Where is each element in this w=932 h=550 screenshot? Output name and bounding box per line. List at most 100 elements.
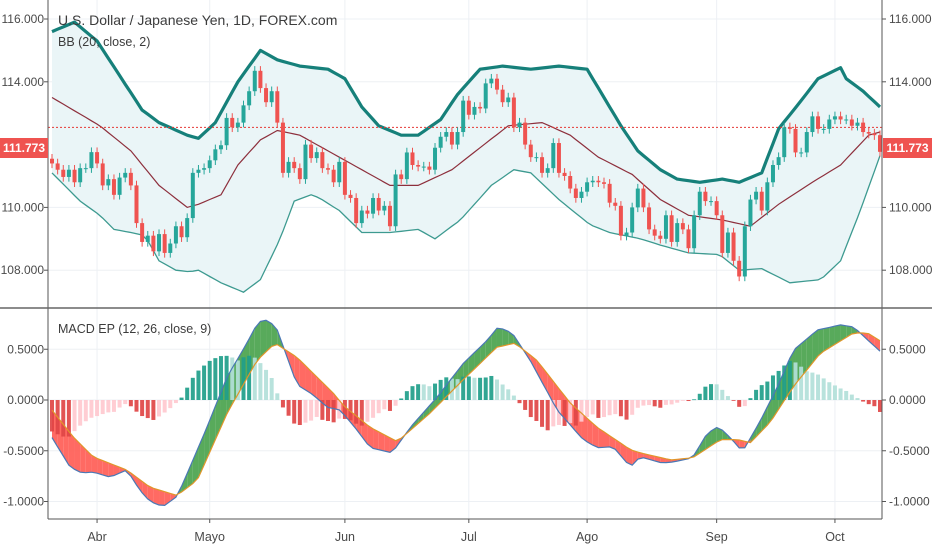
- macd-histogram: [50, 355, 882, 437]
- histogram-bar: [292, 400, 297, 424]
- histogram-bar: [410, 386, 415, 400]
- macd-bear-fill: [620, 443, 627, 463]
- histogram-bar: [416, 384, 421, 400]
- candle-body: [573, 188, 578, 198]
- candle-body: [821, 128, 826, 130]
- candle-body: [348, 194, 353, 198]
- axes: [0, 0, 932, 523]
- candle-body: [286, 161, 291, 173]
- candle-body: [72, 169, 77, 183]
- candle-body: [416, 165, 421, 167]
- candle-body: [111, 179, 116, 195]
- macd-bull-fill: [463, 358, 469, 380]
- candle-body: [230, 117, 235, 128]
- histogram-bar: [309, 400, 314, 421]
- candle-body: [602, 182, 606, 184]
- histogram-bar: [269, 378, 274, 400]
- histogram-bar: [827, 382, 832, 400]
- price-tick-label-left: 108.000: [1, 263, 45, 277]
- x-tick-label: Ago: [576, 530, 598, 544]
- histogram-bar: [455, 379, 460, 400]
- macd-bear-fill: [604, 431, 610, 448]
- histogram-bar: [635, 400, 640, 408]
- histogram-bar: [720, 389, 725, 400]
- macd-bear-fill: [373, 428, 379, 450]
- macd-bull-fill: [716, 427, 723, 443]
- candle-body: [810, 116, 815, 133]
- histogram-bar: [782, 365, 787, 400]
- candle-body: [686, 229, 691, 249]
- histogram-bar: [602, 400, 606, 418]
- candle-body: [66, 169, 71, 177]
- macd-bull-fill: [418, 412, 424, 424]
- bb-indicator-label[interactable]: BB (20, close, 2): [58, 35, 151, 49]
- macd-bull-fill: [187, 460, 193, 488]
- candle-body: [421, 166, 426, 168]
- macd-bear-fill: [316, 376, 323, 404]
- candle-body: [680, 223, 685, 230]
- histogram-bar: [675, 400, 680, 403]
- candle-body: [500, 89, 505, 103]
- candle-body: [720, 215, 725, 253]
- macd-bear-fill: [874, 337, 880, 352]
- candle-body: [461, 100, 466, 133]
- histogram-bar: [218, 356, 223, 400]
- histogram-bar: [692, 399, 697, 401]
- candle-body: [190, 172, 195, 219]
- macd-bull-fill: [474, 347, 481, 369]
- candle-body: [776, 157, 781, 166]
- macd-tick-label-left: 0.0000: [7, 393, 44, 407]
- candle-body: [235, 122, 240, 128]
- histogram-bar: [326, 400, 330, 422]
- histogram-bar: [568, 400, 573, 424]
- bb-basis-line: [51, 96, 881, 227]
- x-tick-label: Jun: [335, 530, 355, 544]
- histogram-bar: [427, 386, 432, 400]
- candle-body: [241, 105, 246, 123]
- histogram-bar: [596, 400, 601, 418]
- x-tick-label: Mayo: [194, 530, 225, 544]
- candle-body: [280, 122, 285, 173]
- histogram-bar: [241, 357, 246, 400]
- candle-body: [320, 152, 325, 169]
- histogram-bar: [590, 400, 595, 415]
- macd-bull-fill: [423, 405, 430, 419]
- macd-signal-fill: [52, 320, 880, 506]
- histogram-bar: [179, 397, 184, 400]
- macd-tick-label-right: -0.5000: [889, 444, 930, 458]
- macd-bear-fill: [367, 425, 374, 449]
- candle-body: [455, 132, 460, 145]
- histogram-bar: [275, 393, 280, 400]
- bollinger-band-fill: [52, 22, 880, 293]
- candle-body: [731, 232, 736, 261]
- candle-body: [337, 161, 342, 183]
- histogram-bar: [742, 400, 747, 407]
- histogram-bar: [624, 400, 629, 420]
- candle-body: [326, 168, 330, 170]
- macd-bull-fill: [429, 399, 436, 414]
- candle-body: [562, 172, 567, 176]
- macd-bear-fill: [598, 428, 604, 448]
- candle-body: [556, 143, 561, 173]
- candle-body: [618, 205, 623, 236]
- candle-body: [128, 172, 133, 186]
- histogram-bar: [264, 369, 269, 400]
- macd-bear-fill: [91, 455, 98, 474]
- candle-body: [399, 174, 404, 180]
- histogram-bar: [658, 400, 663, 408]
- macd-bear-fill: [542, 366, 548, 393]
- histogram-bar: [331, 400, 336, 423]
- histogram-bar: [371, 400, 376, 418]
- macd-indicator-label[interactable]: MACD EP (12, 26, close, 9): [58, 322, 212, 336]
- histogram-bar: [680, 400, 685, 401]
- macd-bear-fill: [119, 467, 126, 474]
- candle-body: [438, 136, 443, 148]
- histogram-bar: [128, 400, 133, 407]
- candle-body: [787, 127, 792, 129]
- candle-body: [393, 174, 398, 227]
- candle-body: [652, 229, 657, 236]
- candle-body: [218, 145, 223, 150]
- macd-bull-fill: [840, 324, 847, 341]
- macd-bull-fill: [192, 447, 199, 484]
